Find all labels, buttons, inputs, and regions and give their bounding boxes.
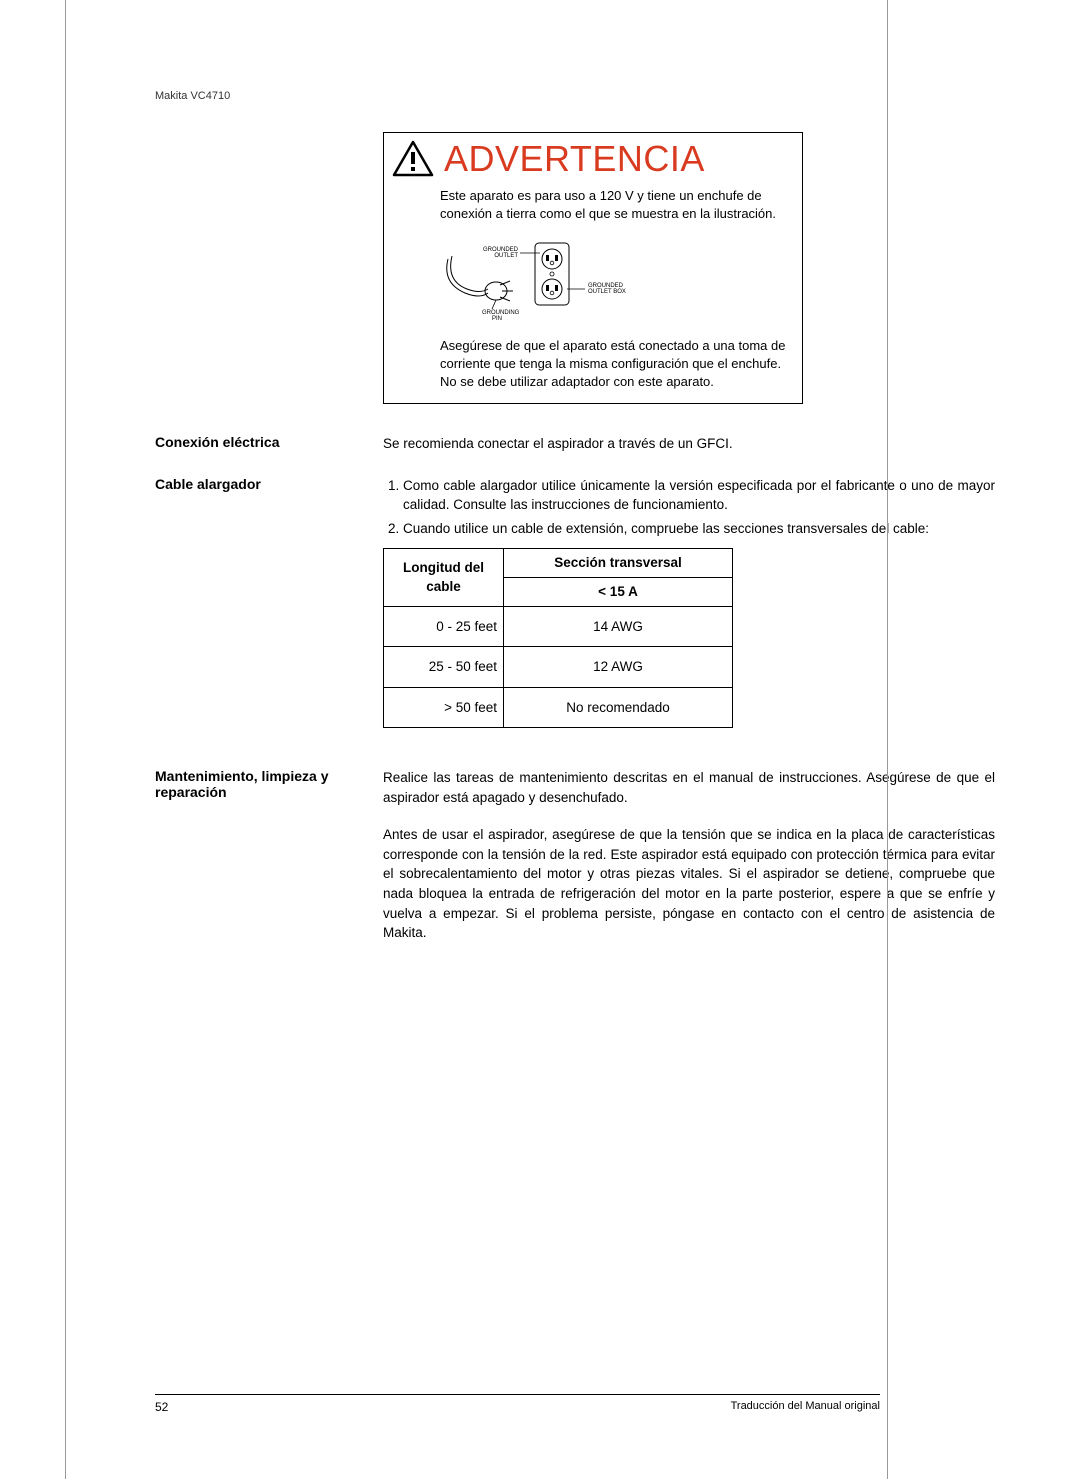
outlet-diagram: GROUNDED OUTLET GROUNDING PIN GROUNDED O… [440, 231, 788, 326]
cell-len: 0 - 25 feet [384, 607, 504, 647]
warning-box: ADVERTENCIA Este aparato es para uso a 1… [383, 132, 803, 404]
mant-p1: Realice las tareas de mantenimiento desc… [383, 768, 995, 807]
table-head: Longitud del cable Sección transversal <… [384, 549, 732, 605]
margin-line-left [65, 0, 66, 1479]
cell-len: 25 - 50 feet [384, 647, 504, 687]
footer-note: Traducción del Manual original [731, 1400, 880, 1414]
label-conexion: Conexión eléctrica [155, 434, 383, 454]
th-longitud: Longitud del cable [384, 549, 504, 605]
warning-title-row: ADVERTENCIA [384, 133, 802, 185]
cell-gauge: No recomendado [504, 688, 732, 728]
body-cable: Como cable alargador utilice únicamente … [383, 476, 995, 729]
section-cable: Cable alargador Como cable alargador uti… [155, 476, 995, 729]
cell-len: > 50 feet [384, 688, 504, 728]
th-seccion-text: Sección transversal [504, 549, 732, 578]
document-page: Makita VC4710 ADVERTENCIA Este aparato e… [0, 0, 1080, 1479]
footer: 52 Traducción del Manual original [155, 1394, 880, 1414]
warning-title-text: ADVERTENCIA [434, 138, 705, 180]
warning-paragraph-1: Este aparato es para uso a 120 V y tiene… [440, 187, 788, 223]
header-model: Makita VC4710 [155, 90, 995, 102]
page-number: 52 [155, 1400, 168, 1414]
section-conexion: Conexión eléctrica Se recomienda conecta… [155, 434, 995, 454]
table-row: 0 - 25 feet 14 AWG [384, 606, 732, 647]
cell-gauge: 14 AWG [504, 607, 732, 647]
label-mantenimiento: Mantenimiento, limpieza y reparación [155, 768, 383, 943]
svg-text:PIN: PIN [492, 316, 502, 321]
cable-table: Longitud del cable Sección transversal <… [383, 548, 733, 728]
svg-text:OUTLET: OUTLET [494, 253, 518, 259]
cable-li2: Cuando utilice un cable de extensión, co… [403, 519, 995, 539]
table-row: > 50 feet No recomendado [384, 687, 732, 728]
margin-line-right [887, 0, 888, 1479]
body-conexion: Se recomienda conectar el aspirador a tr… [383, 434, 995, 454]
th-seccion: Sección transversal < 15 A [504, 549, 732, 605]
th-amps: < 15 A [504, 578, 732, 606]
warning-body: Este aparato es para uso a 120 V y tiene… [384, 185, 802, 403]
section-mantenimiento: Mantenimiento, limpieza y reparación Rea… [155, 768, 995, 943]
table-row: 25 - 50 feet 12 AWG [384, 646, 732, 687]
label-cable: Cable alargador [155, 476, 383, 729]
cable-li1: Como cable alargador utilice únicamente … [403, 476, 995, 515]
warning-triangle-icon [392, 140, 434, 178]
mant-p2: Antes de usar el aspirador, asegúrese de… [383, 825, 995, 942]
cell-gauge: 12 AWG [504, 647, 732, 687]
body-mantenimiento: Realice las tareas de mantenimiento desc… [383, 768, 995, 943]
svg-text:OUTLET BOX: OUTLET BOX [588, 289, 626, 295]
warning-paragraph-2: Asegúrese de que el aparato está conecta… [440, 337, 788, 392]
